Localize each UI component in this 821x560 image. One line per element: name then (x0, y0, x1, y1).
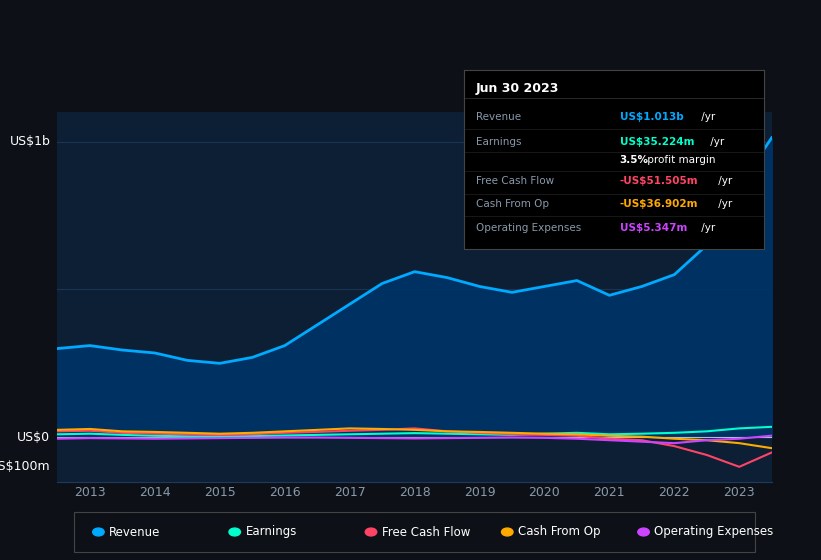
Text: US$1b: US$1b (10, 135, 50, 148)
Text: Earnings: Earnings (476, 137, 521, 147)
Text: Free Cash Flow: Free Cash Flow (382, 525, 470, 539)
Text: /yr: /yr (698, 113, 715, 123)
Text: /yr: /yr (698, 223, 715, 233)
Text: -US$36.902m: -US$36.902m (620, 198, 698, 208)
Text: Cash From Op: Cash From Op (476, 198, 549, 208)
Text: /yr: /yr (707, 137, 724, 147)
Text: US$35.224m: US$35.224m (620, 137, 695, 147)
Text: Operating Expenses: Operating Expenses (476, 223, 581, 233)
Text: 3.5%: 3.5% (620, 155, 649, 165)
Text: US$1.013b: US$1.013b (620, 113, 683, 123)
Text: Operating Expenses: Operating Expenses (654, 525, 773, 539)
Text: Revenue: Revenue (109, 525, 160, 539)
Text: US$5.347m: US$5.347m (620, 223, 687, 233)
Text: Earnings: Earnings (245, 525, 296, 539)
Text: Revenue: Revenue (476, 113, 521, 123)
Text: -US$51.505m: -US$51.505m (620, 176, 699, 186)
Text: Jun 30 2023: Jun 30 2023 (476, 82, 559, 95)
Text: -US$100m: -US$100m (0, 460, 50, 473)
Text: US$0: US$0 (17, 431, 50, 444)
Text: profit margin: profit margin (644, 155, 715, 165)
Text: Free Cash Flow: Free Cash Flow (476, 176, 554, 186)
Text: Cash From Op: Cash From Op (518, 525, 600, 539)
Text: /yr: /yr (715, 198, 732, 208)
Text: /yr: /yr (715, 176, 732, 186)
